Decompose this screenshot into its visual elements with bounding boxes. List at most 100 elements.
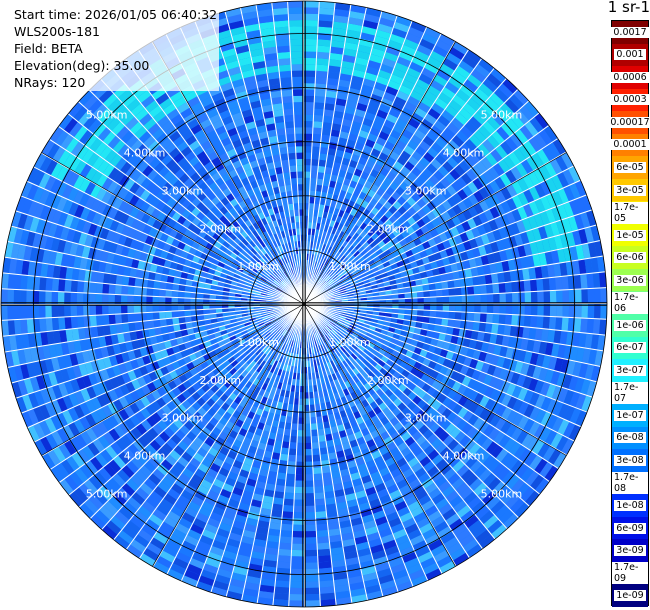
range-gate <box>341 474 352 483</box>
range-gate <box>511 385 523 399</box>
range-gate <box>142 355 151 366</box>
range-gate <box>204 452 216 463</box>
range-gate <box>494 378 505 391</box>
range-gate <box>90 410 102 424</box>
range-gate <box>338 355 345 363</box>
range-gate <box>304 493 315 500</box>
range-gate <box>26 319 35 334</box>
range-gate <box>323 421 331 429</box>
range-gate <box>83 281 91 293</box>
range-gate <box>360 560 375 570</box>
range-gate <box>186 431 197 442</box>
range-gate <box>215 421 225 432</box>
range-gate <box>216 451 227 462</box>
range-gate <box>336 597 352 606</box>
range-gate <box>463 398 474 410</box>
range-gate <box>244 372 253 381</box>
range-gate <box>227 356 236 364</box>
range-gate <box>165 318 174 326</box>
range-gate <box>256 422 265 431</box>
range-gate <box>329 330 336 337</box>
range-gate <box>274 20 289 28</box>
range-gate <box>281 89 293 97</box>
range-gate <box>196 447 208 458</box>
range-gate <box>392 304 399 309</box>
range-gate <box>509 325 518 337</box>
range-gate <box>347 460 357 469</box>
range-gate <box>277 368 283 377</box>
range-gate <box>326 439 335 448</box>
range-gate <box>375 352 384 360</box>
range-gate <box>410 415 421 426</box>
range-gate <box>310 171 318 179</box>
range-gate <box>574 377 585 393</box>
range-gate <box>245 324 253 330</box>
range-gate <box>290 575 304 582</box>
range-gate <box>472 321 480 332</box>
range-gate <box>20 319 28 334</box>
range-gate <box>118 451 131 465</box>
range-gate <box>427 323 435 332</box>
range-gate <box>241 535 255 545</box>
range-gate <box>363 433 373 443</box>
range-gate <box>188 333 196 342</box>
range-gate <box>459 320 468 330</box>
range-gate <box>482 491 496 506</box>
range-gate <box>131 492 146 506</box>
range-gate <box>240 342 248 349</box>
range-gate <box>323 109 334 117</box>
range-gate <box>258 333 265 340</box>
range-gate <box>237 348 246 356</box>
range-gate <box>81 350 91 363</box>
range-gate <box>304 568 319 576</box>
range-gate <box>286 473 296 481</box>
range-gate <box>391 362 400 371</box>
range-gate <box>139 347 148 357</box>
range-gate <box>322 350 328 357</box>
range-gate <box>419 522 434 535</box>
range-gate <box>484 353 494 364</box>
range-gate <box>284 422 292 430</box>
range-gate <box>259 367 267 376</box>
range-gate <box>340 468 350 477</box>
range-gate <box>217 494 230 505</box>
range-gate <box>93 471 107 486</box>
range-gate <box>365 459 376 469</box>
range-gate <box>528 378 539 392</box>
range-gate <box>544 342 554 356</box>
range-gate <box>129 414 141 427</box>
range-gate <box>156 386 167 397</box>
range-gate <box>134 399 146 411</box>
range-gate <box>530 315 538 328</box>
range-gate <box>225 363 234 372</box>
range-gate <box>300 379 304 387</box>
range-gate <box>125 381 136 393</box>
range-gate <box>261 501 273 510</box>
range-gate <box>569 346 579 361</box>
range-gate <box>279 319 286 326</box>
range-gate <box>118 530 134 545</box>
range-gate <box>134 534 150 548</box>
range-gate <box>83 304 90 316</box>
range-gate <box>486 441 499 455</box>
range-gate <box>376 568 392 579</box>
range-gate <box>268 313 275 318</box>
range-gate <box>59 479 74 495</box>
range-gate <box>525 490 540 506</box>
range-gate <box>280 83 292 91</box>
range-gate <box>222 359 231 368</box>
range-gate <box>219 376 229 385</box>
range-gate <box>312 140 321 147</box>
range-gate <box>203 473 216 484</box>
range-gate <box>253 386 262 394</box>
range-gate <box>253 355 261 363</box>
range-gate <box>382 363 391 372</box>
range-gate <box>288 454 297 462</box>
range-gate <box>405 473 418 485</box>
range-gate <box>166 539 181 552</box>
range-gate <box>139 465 152 478</box>
range-gate <box>236 374 245 383</box>
range-gate <box>277 51 291 60</box>
range-gate <box>275 347 282 355</box>
range-gate <box>308 391 314 399</box>
